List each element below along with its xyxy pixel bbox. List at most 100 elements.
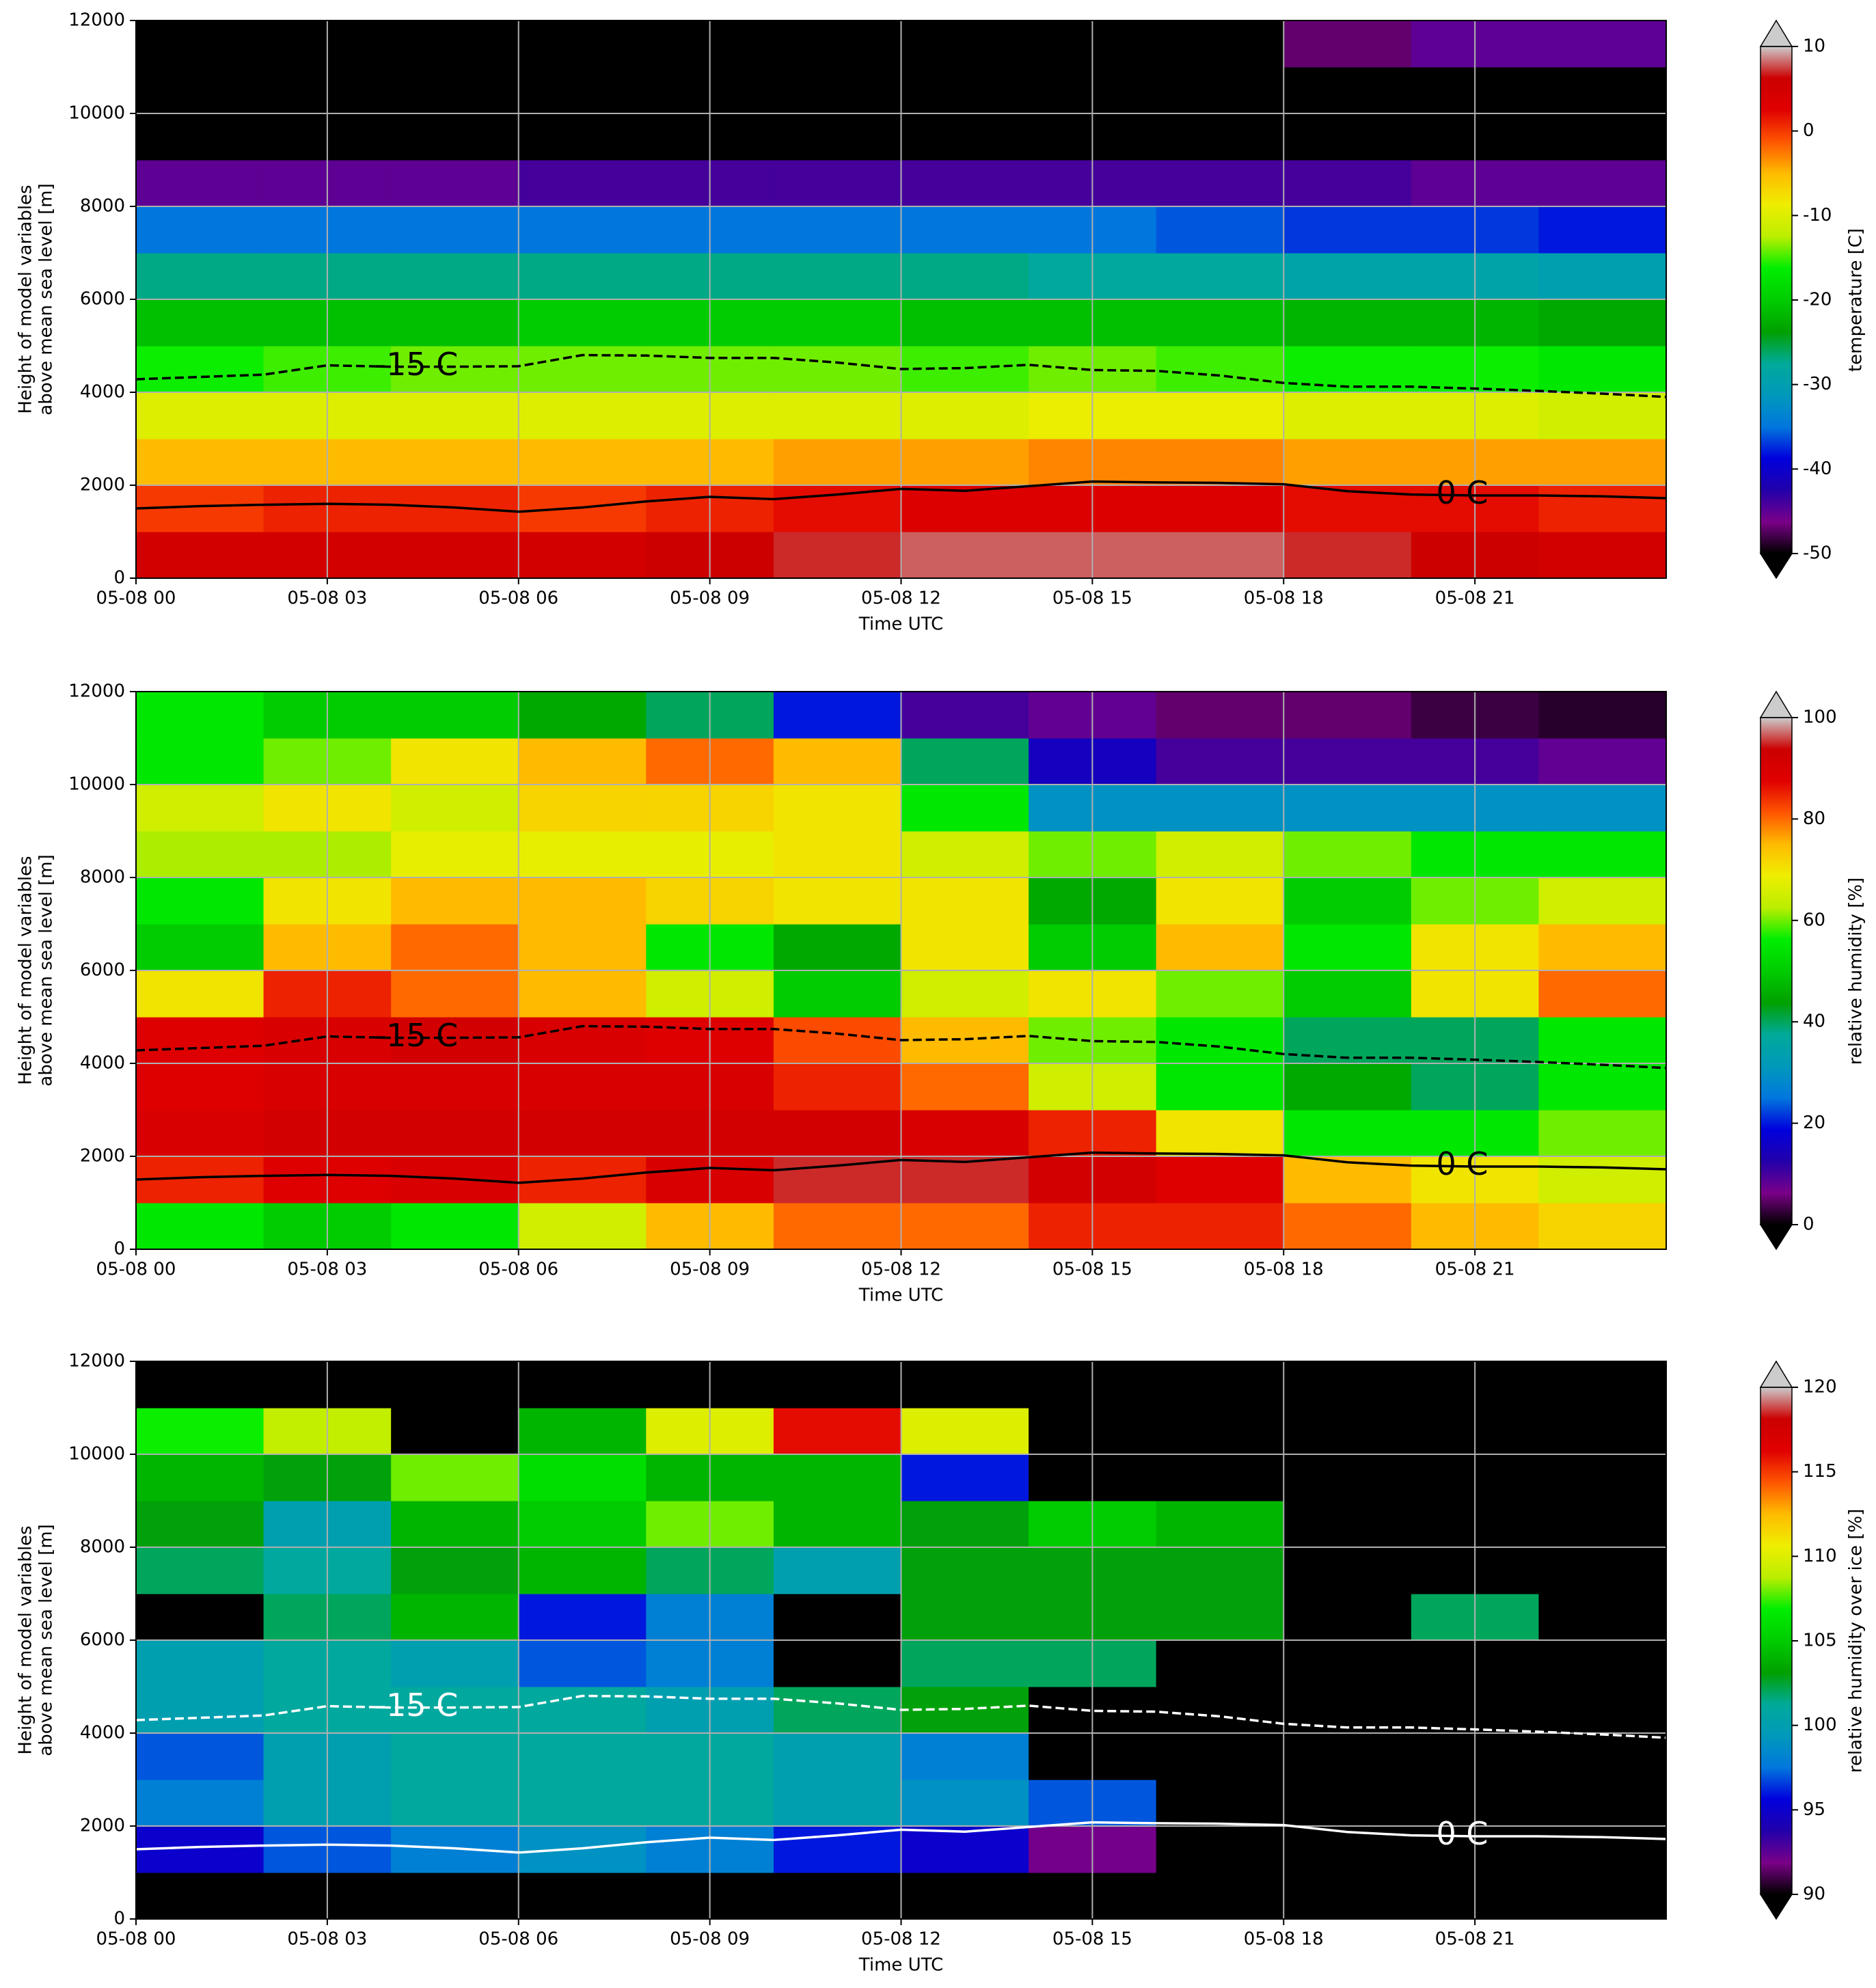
heat-cell xyxy=(1538,532,1667,579)
colorbar-label: relative humidity over ice [%] xyxy=(1846,1509,1866,1773)
heat-cell xyxy=(1156,439,1284,486)
heat-cell xyxy=(518,692,647,739)
heat-cell xyxy=(136,1110,264,1157)
heat-cell xyxy=(391,299,519,346)
heat-cell xyxy=(1156,485,1284,532)
colorbar xyxy=(1761,46,1792,554)
heat-cell xyxy=(1156,970,1284,1018)
x-tick-label: 05-08 06 xyxy=(478,1259,558,1280)
heat-cell xyxy=(518,160,647,207)
heat-cell xyxy=(901,299,1029,346)
heat-cell xyxy=(136,21,264,68)
heat-cell xyxy=(773,439,902,486)
y-tick-label: 4000 xyxy=(80,1723,125,1743)
heat-cell xyxy=(1156,877,1284,925)
heat-cell xyxy=(1538,299,1667,346)
heat-cell xyxy=(136,877,264,925)
contour-label: -15 C xyxy=(375,1017,459,1054)
heat-cell xyxy=(518,1501,647,1548)
heat-cell xyxy=(1156,738,1284,785)
heat-cell xyxy=(391,1203,519,1250)
heat-cell xyxy=(1538,831,1667,878)
heat-cell xyxy=(518,439,647,486)
heat-cell xyxy=(773,924,902,971)
colorbar-tick-label: 115 xyxy=(1803,1461,1837,1482)
y-tick-label: 8000 xyxy=(80,867,125,888)
heat-cell xyxy=(518,1687,647,1734)
heat-cell xyxy=(391,532,519,579)
heat-cell xyxy=(1156,299,1284,346)
heat-cell xyxy=(1538,1594,1667,1641)
heat-cell xyxy=(773,831,902,878)
heat-cell xyxy=(1538,1873,1667,1920)
x-tick-label: 05-08 18 xyxy=(1244,1929,1324,1950)
heat-cell xyxy=(1283,877,1412,925)
heat-cell xyxy=(1156,924,1284,971)
heat-cell xyxy=(391,1501,519,1548)
heat-cell xyxy=(391,1780,519,1827)
heat-cell xyxy=(901,532,1029,579)
colorbar-tick-label: 90 xyxy=(1803,1884,1825,1905)
x-tick-label: 05-08 06 xyxy=(478,1929,558,1950)
heat-cell xyxy=(773,1017,902,1064)
y-tick-label: 4000 xyxy=(80,382,125,403)
heat-cell xyxy=(773,1501,902,1548)
heat-cell xyxy=(901,1547,1029,1594)
heat-cell xyxy=(773,206,902,254)
heat-cell xyxy=(136,113,264,161)
heat-cell xyxy=(136,831,264,878)
heat-cell xyxy=(391,1454,519,1501)
heat-cell xyxy=(518,1454,647,1501)
heat-cell xyxy=(136,924,264,971)
heat-cell xyxy=(1538,485,1667,532)
colorbar-tick-label: 105 xyxy=(1803,1631,1837,1651)
x-tick-label: 05-08 15 xyxy=(1052,1259,1132,1280)
x-tick-label: 05-08 09 xyxy=(670,588,750,609)
y-axis-label: above mean sea level [m] xyxy=(36,854,57,1086)
colorbar-tick-label: 40 xyxy=(1803,1011,1825,1032)
heat-cell xyxy=(518,532,647,579)
heat-cell xyxy=(773,1826,902,1873)
contour-label: -15 C xyxy=(375,1687,459,1724)
heat-cell xyxy=(518,346,647,393)
heat-cell xyxy=(773,113,902,161)
heat-cell xyxy=(518,253,647,300)
colorbar-tick-label: 80 xyxy=(1803,808,1825,829)
x-axis-label: Time UTC xyxy=(858,1955,943,1976)
colorbar-tick-label: -10 xyxy=(1803,205,1832,226)
contour-line xyxy=(135,353,1667,398)
heat-cell xyxy=(901,970,1029,1018)
colorbar-label: relative humidity [%] xyxy=(1846,877,1866,1065)
heat-cell xyxy=(901,831,1029,878)
heat-cell xyxy=(518,924,647,971)
heat-cell xyxy=(901,924,1029,971)
colorbar-extend-top xyxy=(1759,19,1793,47)
colorbar-tick-label: 100 xyxy=(1803,707,1837,728)
colorbar xyxy=(1761,1387,1792,1894)
heat-cell xyxy=(518,1203,647,1250)
plot-frame xyxy=(135,20,1667,579)
x-tick-label: 05-08 15 xyxy=(1052,1929,1132,1950)
heat-cell xyxy=(136,1780,264,1827)
x-tick-label: 05-08 21 xyxy=(1435,1929,1515,1950)
heat-cell xyxy=(773,67,902,114)
heat-cell xyxy=(518,831,647,878)
heat-cell xyxy=(136,253,264,300)
heat-cell xyxy=(136,1547,264,1594)
heat-cell xyxy=(1156,1203,1284,1250)
heat-cell xyxy=(1538,877,1667,925)
colorbar-tick-label: 20 xyxy=(1803,1113,1825,1133)
heat-cell xyxy=(901,1203,1029,1250)
heat-cell xyxy=(773,1780,902,1827)
y-tick-label: 10000 xyxy=(68,774,125,795)
heat-cell xyxy=(901,692,1029,739)
y-tick-label: 6000 xyxy=(80,960,125,981)
heat-cell xyxy=(518,1780,647,1827)
heat-cell xyxy=(136,1733,264,1780)
heat-cell xyxy=(518,785,647,832)
heat-cell xyxy=(391,1063,519,1111)
heat-cell xyxy=(136,1687,264,1734)
x-tick-label: 05-08 00 xyxy=(96,1259,176,1280)
